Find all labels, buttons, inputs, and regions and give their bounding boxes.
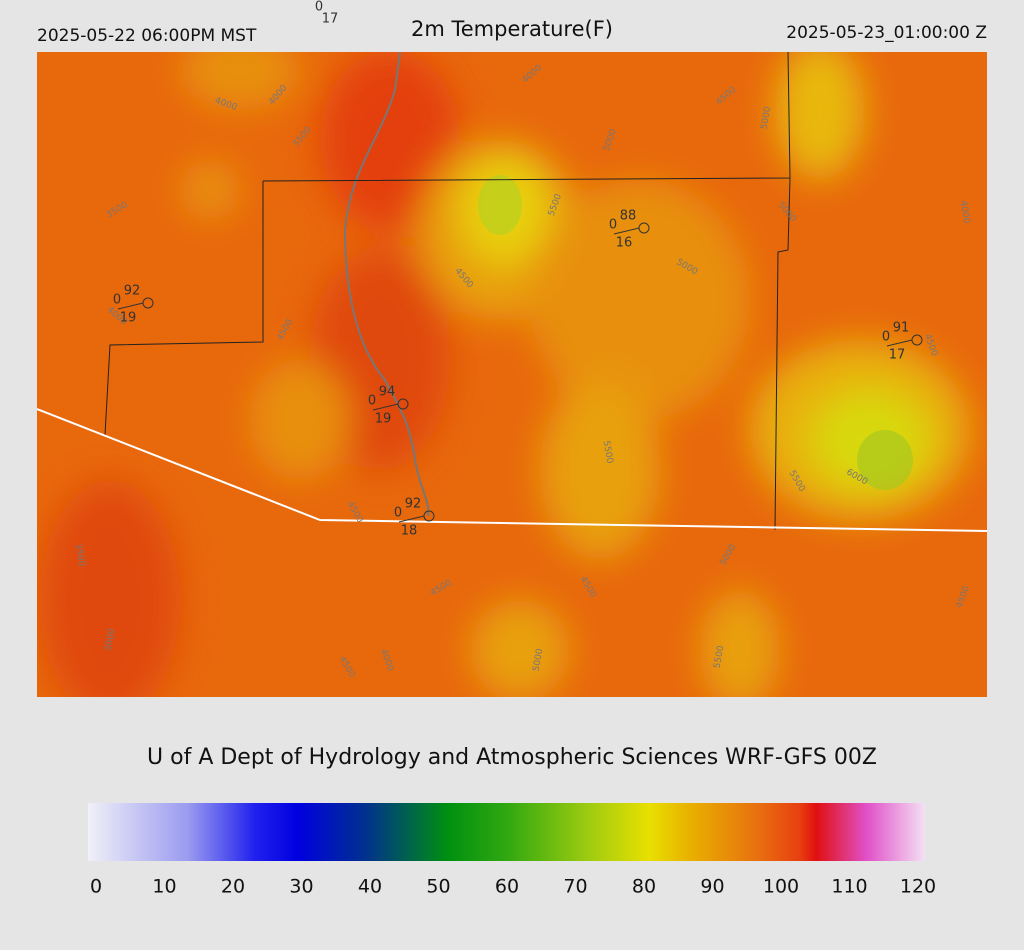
- contour-label: 5500: [713, 645, 727, 670]
- wind-barb: [398, 515, 425, 523]
- colorbar-ticks: 0 10 20 30 40 50 60 70 80 90 100 110 120: [90, 876, 936, 898]
- station-temperature: 88: [620, 209, 637, 224]
- contour-label: 4000: [958, 200, 972, 225]
- wind-barb: [372, 403, 399, 411]
- colorbar: [88, 803, 925, 861]
- station-temperature: 91: [893, 321, 910, 336]
- colorbar-tick-label: 0: [90, 876, 102, 898]
- credit: U of A Dept of Hydrology and Atmospheric…: [147, 745, 877, 770]
- colorbar-tick-label: 30: [289, 876, 313, 898]
- contour-label: 5500: [601, 440, 615, 465]
- colorbar-tick-label: 70: [563, 876, 587, 898]
- station-temperature: 94: [379, 385, 396, 400]
- station-code: 0: [609, 218, 617, 233]
- contour-label: 3000: [104, 628, 118, 653]
- map: 4000 400035004000450050005000550035004500…: [37, 52, 987, 697]
- station-code: 0: [394, 506, 402, 521]
- station-temperature: 92: [405, 497, 422, 512]
- wind-barb: [886, 339, 913, 347]
- station-code: 0: [315, 0, 323, 15]
- wind-barb: [613, 227, 640, 235]
- valid-time-local: 2025-05-22 06:00PM MST: [37, 26, 257, 46]
- station-code: 0: [882, 330, 890, 345]
- station-dewpoint: 17: [322, 12, 339, 27]
- station-dewpoint: 16: [616, 236, 633, 251]
- contour-label: 5000: [760, 106, 774, 131]
- station-dewpoint: 18: [401, 524, 418, 539]
- colorbar-tick-label: 50: [426, 876, 450, 898]
- wind-barb: [117, 302, 144, 310]
- colorbar-tick-label: 90: [700, 876, 724, 898]
- colorbar-tick-label: 120: [900, 876, 936, 898]
- station-code: 0: [368, 394, 376, 409]
- border: [37, 408, 987, 532]
- colorbar-tick-label: 100: [763, 876, 799, 898]
- colorbar-tick-label: 20: [221, 876, 245, 898]
- valid-time-utc: 2025-05-23_01:00:00 Z: [786, 23, 987, 43]
- station-dewpoint: 17: [889, 348, 906, 363]
- station-dewpoint: 19: [375, 412, 392, 427]
- colorbar-tick-label: 80: [632, 876, 656, 898]
- station-code: 0: [113, 293, 121, 308]
- temperature-field: [40, 52, 970, 697]
- county-lines: [104, 52, 791, 531]
- colorbar-tick-label: 10: [152, 876, 176, 898]
- station-temperature: 92: [124, 284, 141, 299]
- station-dewpoint: 19: [120, 311, 137, 326]
- colorbar-tick-label: 110: [831, 876, 867, 898]
- contour-label: 3500: [73, 543, 87, 568]
- colorbar-tick-label: 60: [495, 876, 519, 898]
- map-title: 2m Temperature(F): [411, 17, 613, 41]
- contour-label: 5000: [532, 648, 546, 673]
- colorbar-tick-label: 40: [358, 876, 382, 898]
- river: [343, 52, 430, 517]
